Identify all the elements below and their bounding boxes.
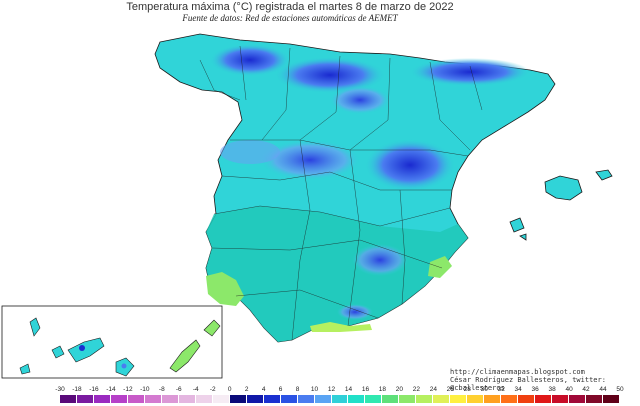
legend-tick-label: 0 bbox=[227, 386, 232, 393]
legend-swatch bbox=[331, 395, 349, 403]
color-legend: -30 -18 -16 -14 -12 -10 -8 -6 -4 -2 0 2 4 6 8 10 12 14 16 1… bbox=[55, 386, 630, 406]
legend-tick-label: 20 bbox=[395, 386, 404, 393]
legend-tick-label: 30 bbox=[480, 386, 488, 393]
huelva-warm-spot bbox=[206, 272, 244, 306]
legend-tick-label: 2 bbox=[244, 386, 249, 393]
legend-tick-label: -16 bbox=[89, 386, 99, 393]
legend-swatch bbox=[212, 395, 230, 403]
malaga-coast-warm bbox=[310, 322, 372, 332]
legend-swatch bbox=[603, 395, 620, 403]
legend-tick-label: 26 bbox=[446, 386, 454, 393]
legend-tick-label: 6 bbox=[278, 386, 283, 393]
legend-swatch bbox=[569, 395, 587, 403]
legend-tick-label: 4 bbox=[261, 386, 266, 393]
legend-swatch bbox=[535, 395, 553, 403]
legend-swatch bbox=[161, 395, 179, 403]
legend-swatch bbox=[246, 395, 264, 403]
legend-tick-label: 32 bbox=[497, 386, 505, 393]
la-gomera-island bbox=[51, 345, 65, 359]
legend-tick-label: 34 bbox=[514, 386, 522, 393]
legend-swatch bbox=[178, 395, 196, 403]
legend-tick-label: 44 bbox=[599, 386, 607, 393]
credit-url[interactable]: http://climaenmapas.blogspot.com bbox=[450, 368, 585, 376]
legend-swatch bbox=[467, 395, 485, 403]
legend-tick-label: 28 bbox=[463, 386, 471, 393]
legend-swatch bbox=[433, 395, 451, 403]
legend-tick-label: 42 bbox=[582, 386, 590, 393]
legend-tick-label: -2 bbox=[209, 386, 216, 393]
legend-swatch bbox=[586, 395, 604, 403]
legend-swatch bbox=[280, 395, 298, 403]
legend-swatch bbox=[263, 395, 281, 403]
legend-tick-label: 12 bbox=[327, 386, 336, 393]
temperature-map bbox=[1, 33, 613, 379]
menorca-island bbox=[595, 169, 613, 181]
southwest-warm-zone bbox=[206, 206, 468, 342]
legend-swatch bbox=[60, 395, 77, 403]
legend-tick-label: 16 bbox=[361, 386, 370, 393]
tenerife-island bbox=[67, 337, 105, 363]
legend-swatch bbox=[484, 395, 502, 403]
map-subtitle: Fuente de datos: Red de estaciones autom… bbox=[182, 13, 398, 23]
murcia-warm-spot bbox=[428, 256, 452, 278]
legend-tick-label: 8 bbox=[295, 386, 300, 393]
el-hierro-island bbox=[19, 363, 31, 375]
legend-tick-label: 24 bbox=[429, 386, 437, 393]
legend-swatch bbox=[93, 395, 111, 403]
legend-swatch bbox=[144, 395, 162, 403]
legend-tick-label: -4 bbox=[192, 386, 199, 393]
legend-swatch bbox=[365, 395, 383, 403]
formentera-island bbox=[519, 233, 527, 241]
legend-tick-label: -30 bbox=[55, 386, 65, 393]
legend-tick-label: -12 bbox=[123, 386, 133, 393]
legend-tick-label: 36 bbox=[531, 386, 539, 393]
legend-swatch bbox=[416, 395, 434, 403]
legend-swatch bbox=[501, 395, 519, 403]
legend-swatch bbox=[229, 395, 247, 403]
legend-swatch bbox=[76, 395, 94, 403]
legend-swatch bbox=[127, 395, 145, 403]
mallorca-island bbox=[544, 175, 583, 201]
legend-swatch bbox=[110, 395, 128, 403]
legend-tick-label: 50 bbox=[616, 386, 624, 393]
legend-tick-label: 22 bbox=[412, 386, 420, 393]
legend-tick-label: 18 bbox=[378, 386, 387, 393]
legend-swatch bbox=[382, 395, 400, 403]
legend-swatch bbox=[450, 395, 468, 403]
legend-tick-label: -6 bbox=[175, 386, 182, 393]
legend-tick-label: -18 bbox=[72, 386, 82, 393]
lanzarote-island bbox=[203, 319, 221, 337]
legend-swatch bbox=[399, 395, 417, 403]
province-boundaries bbox=[199, 45, 483, 341]
legend-tick-label: -14 bbox=[106, 386, 116, 393]
legend-tick-label: 10 bbox=[310, 386, 319, 393]
legend-swatch bbox=[552, 395, 570, 403]
canary-inset-frame bbox=[1, 305, 223, 379]
legend-swatch bbox=[348, 395, 366, 403]
legend-swatch bbox=[195, 395, 213, 403]
legend-swatch bbox=[314, 395, 332, 403]
ibiza-island bbox=[509, 217, 525, 233]
credit-author: César Rodríguez Ballesteros, twitter: @c… bbox=[450, 376, 606, 392]
legend-tick-label: 38 bbox=[548, 386, 556, 393]
la-palma-island bbox=[29, 317, 41, 337]
legend-tick-label: 40 bbox=[565, 386, 573, 393]
map-title: Temperatura máxima (°C) registrada el ma… bbox=[126, 1, 454, 13]
legend-swatch bbox=[297, 395, 315, 403]
legend-tick-label: 14 bbox=[344, 386, 353, 393]
fuerteventura-island bbox=[169, 339, 201, 373]
legend-tick-label: -8 bbox=[158, 386, 165, 393]
legend-tick-label: -10 bbox=[140, 386, 150, 393]
legend-swatch bbox=[518, 395, 536, 403]
